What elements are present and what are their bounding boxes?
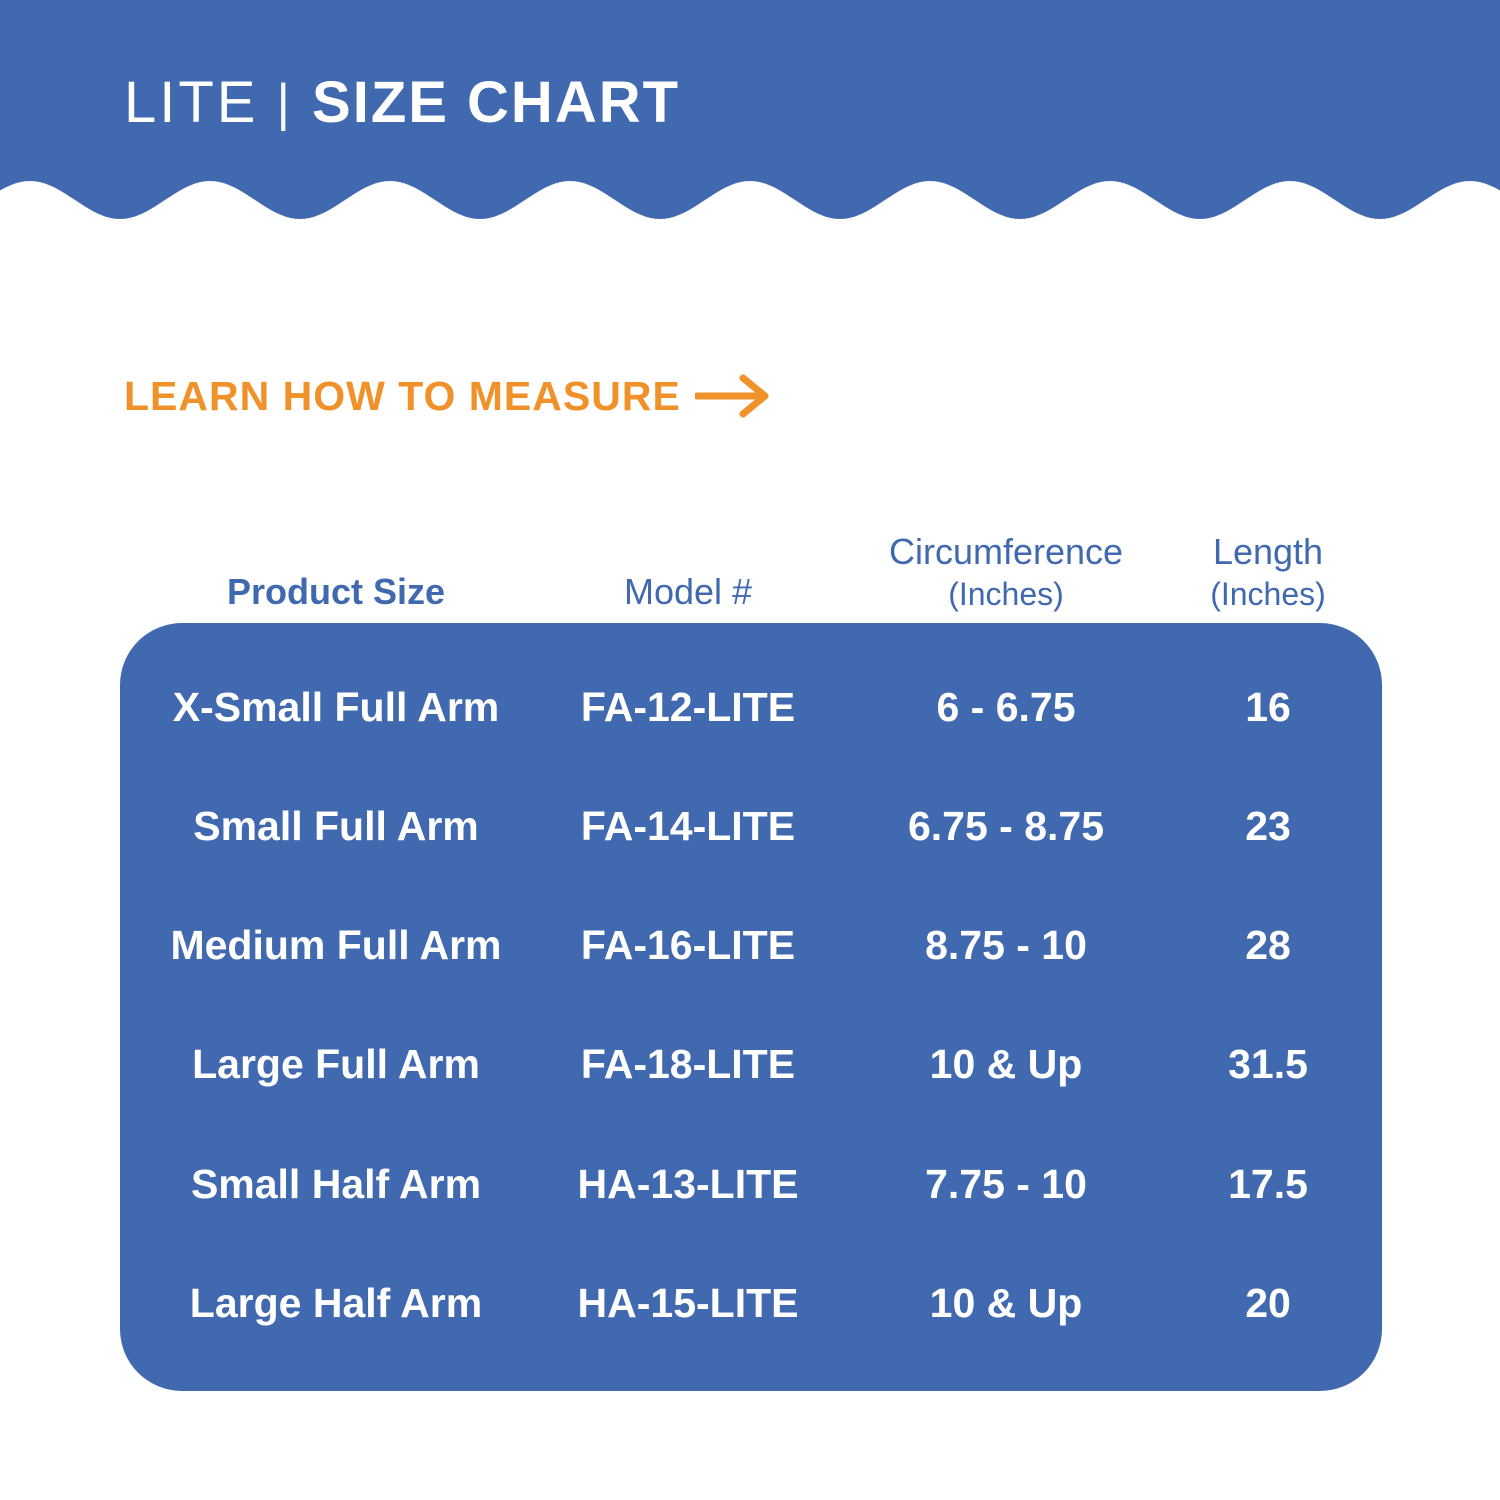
size-table: X-Small Full Arm FA-12-LITE 6 - 6.75 16 …: [120, 623, 1382, 1391]
cell-model-number: FA-16-LITE: [580, 922, 796, 968]
cell-length: 28: [1245, 922, 1291, 968]
cell-circumference: 8.75 - 10: [925, 922, 1087, 968]
title-separator: |: [276, 74, 291, 132]
column-header-circumference-unit: (Inches): [948, 576, 1064, 612]
cell-circumference: 6 - 6.75: [936, 684, 1076, 730]
cell-model-number: FA-18-LITE: [580, 1041, 796, 1087]
arrow-right-icon: [694, 374, 769, 418]
learn-how-to-measure-label: LEARN HOW TO MEASURE: [124, 372, 681, 419]
cell-length: 17.5: [1228, 1161, 1308, 1207]
title-size-chart: SIZE CHART: [312, 70, 681, 135]
column-header-length-unit: (Inches): [1210, 576, 1326, 612]
column-header-circumference-label: Circumference: [888, 531, 1124, 572]
cell-model-number: FA-12-LITE: [580, 684, 796, 730]
cell-product-size: Small Full Arm: [193, 803, 479, 849]
cell-circumference: 10 & Up: [929, 1041, 1083, 1087]
column-header-circumference: Circumference (Inches): [846, 530, 1166, 614]
cell-circumference: 10 & Up: [929, 1280, 1083, 1326]
cell-product-size: X-Small Full Arm: [172, 684, 500, 730]
wave-banner-shape: [0, 0, 1500, 219]
column-header-length-label: Length: [1212, 531, 1324, 572]
cell-product-size: Large Half Arm: [189, 1280, 483, 1326]
cell-model-number: HA-15-LITE: [577, 1280, 799, 1326]
cell-circumference: 6.75 - 8.75: [907, 803, 1105, 849]
cell-length: 16: [1245, 684, 1291, 730]
cell-circumference: 7.75 - 10: [925, 1161, 1087, 1207]
column-header-product-size-label: Product Size: [226, 571, 446, 612]
cell-length: 23: [1245, 803, 1291, 849]
table-row: Medium Full Arm FA-16-LITE 8.75 - 10 28: [120, 905, 1382, 985]
cell-product-size: Medium Full Arm: [170, 922, 502, 968]
cell-product-size: Small Half Arm: [190, 1161, 482, 1207]
header-banner: LITE | SIZE CHART: [0, 0, 1500, 230]
cell-length: 31.5: [1228, 1041, 1308, 1087]
table-row: Small Half Arm HA-13-LITE 7.75 - 10 17.5: [120, 1144, 1382, 1224]
cell-model-number: HA-13-LITE: [577, 1161, 799, 1207]
cell-model-number: FA-14-LITE: [580, 803, 796, 849]
table-row: Large Full Arm FA-18-LITE 10 & Up 31.5: [120, 1024, 1382, 1104]
table-row: X-Small Full Arm FA-12-LITE 6 - 6.75 16: [120, 667, 1382, 747]
table-row: Small Full Arm FA-14-LITE 6.75 - 8.75 23: [120, 786, 1382, 866]
column-header-length: Length (Inches): [1168, 530, 1368, 614]
column-header-model-label: Model #: [623, 571, 753, 612]
cell-product-size: Large Full Arm: [192, 1041, 480, 1087]
title-product-line: LITE: [124, 70, 259, 135]
cell-length: 20: [1245, 1280, 1291, 1326]
column-header-model: Model #: [548, 570, 828, 614]
column-header-product-size: Product Size: [176, 570, 496, 614]
table-row: Large Half Arm HA-15-LITE 10 & Up 20: [120, 1263, 1382, 1343]
learn-how-to-measure-link[interactable]: LEARN HOW TO MEASURE: [124, 368, 771, 424]
page-title: LITE | SIZE CHART: [124, 68, 680, 138]
